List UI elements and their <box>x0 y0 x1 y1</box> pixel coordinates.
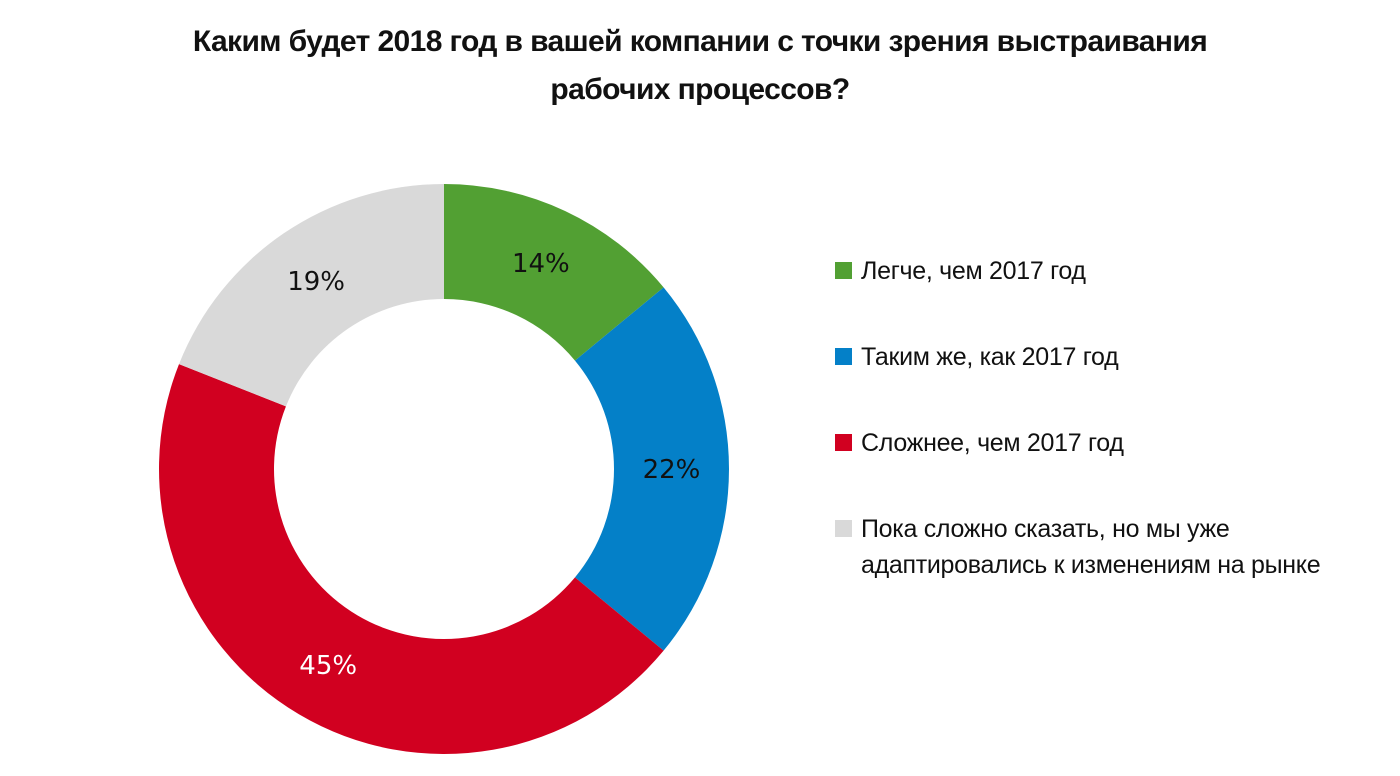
chart-title: Каким будет 2018 год в вашей компании с … <box>0 18 1400 114</box>
legend-swatch-icon <box>835 520 852 537</box>
legend-label-line: адаптировались к изменениям на рынке <box>861 551 1321 579</box>
legend-label-line: Сложнее, чем 2017 год <box>861 429 1124 457</box>
slice-value-label: 19% <box>287 267 345 297</box>
legend-swatch-icon <box>835 348 852 365</box>
legend-label-line: Пока сложно сказать, но мы уже <box>861 515 1230 543</box>
legend-label: Пока сложно сказать, но мы уже адаптирова… <box>861 511 1321 583</box>
chart-title-line-1: Каким будет 2018 год в вашей компании с … <box>192 25 1208 58</box>
legend-item: Сложнее, чем 2017 год <box>835 425 1124 461</box>
slice-value-label: 14% <box>512 249 570 279</box>
legend-label-line: Легче, чем 2017 год <box>861 257 1086 285</box>
legend-label-line: Таким же, как 2017 год <box>861 343 1119 371</box>
slice-value-label: 22% <box>643 455 701 485</box>
slice-value-label: 45% <box>299 651 357 681</box>
legend-item: Таким же, как 2017 год <box>835 339 1119 375</box>
legend-item: Пока сложно сказать, но мы уже адаптирова… <box>835 511 1321 583</box>
donut-slice-easier <box>444 184 664 361</box>
donut-slice-same <box>574 287 729 651</box>
legend-item: Легче, чем 2017 год <box>835 253 1086 289</box>
donut-slice-harder <box>158 364 664 755</box>
donut-slice-unsure <box>179 184 444 407</box>
legend-label: Легче, чем 2017 год <box>861 253 1086 289</box>
legend-swatch-icon <box>835 262 852 279</box>
legend-label: Сложнее, чем 2017 год <box>861 425 1124 461</box>
legend-swatch-icon <box>835 434 852 451</box>
chart-title-line-2: рабочих процессов? <box>550 73 850 106</box>
legend-label: Таким же, как 2017 год <box>861 339 1119 375</box>
